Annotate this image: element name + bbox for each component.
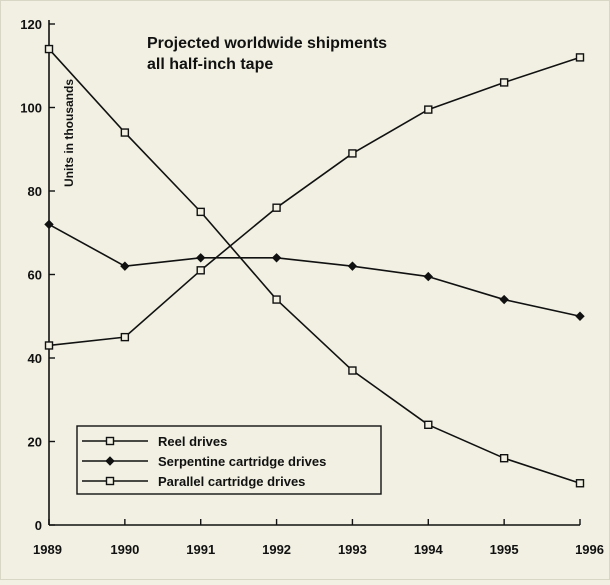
axes: 0 20 40 60 80 100 120 1989 1990 1991 1992 1993 1994 1… [20,17,604,557]
legend-marker [105,476,115,486]
data-point [348,366,357,375]
y-tick-label: 40 [28,351,42,366]
data-point [196,207,205,217]
y-tick-label: 60 [28,268,42,283]
data-point [347,261,358,271]
data-point [272,295,281,304]
data-point [424,420,433,429]
series-parallel-drives [44,53,585,350]
legend-label: Serpentine cartridge drives [158,454,326,469]
data-point [120,128,130,137]
x-tick-label: 1989 [33,542,62,557]
y-tick-label: 0 [35,518,42,533]
x-tick-label: 1992 [262,542,291,557]
chart-title-line-1: Projected worldwide shipments [147,35,387,52]
legend: Reel drives Serpentine cartridge drives Pa… [76,425,382,495]
data-point [499,294,509,305]
x-tick-label: 1990 [110,542,139,557]
data-point [575,53,585,62]
data-point [348,149,357,158]
chart-title-line-2: all half-inch tape [147,56,273,73]
series-reel-drives [44,44,585,488]
data-point [499,78,509,87]
series-line [48,223,581,318]
legend-label: Parallel cartridge drives [158,474,305,489]
data-point [44,44,54,54]
y-axis-label: Units in thousands [62,79,76,187]
data-point [44,341,54,350]
data-point [196,266,205,275]
data-point [272,203,281,212]
series-layer [44,44,585,488]
data-point [120,261,130,271]
y-tick-label: 100 [20,101,42,116]
x-tick-label: 1996 [575,542,604,557]
data-point [44,219,54,230]
data-point [424,105,433,114]
y-tick-label: 80 [28,184,42,199]
data-point [423,271,433,282]
x-tick-label: 1995 [490,542,519,557]
x-tick-label: 1994 [414,542,444,557]
legend-label: Reel drives [158,434,227,449]
data-point [271,253,282,263]
legend-marker [105,436,115,446]
data-point [120,332,130,342]
y-tick-label: 120 [20,17,42,32]
x-tick-label: 1993 [338,542,367,557]
x-tick-label: 1991 [186,542,215,557]
series-serpentine-drives [44,219,585,321]
legend-marker [105,456,115,466]
y-tick-label: 20 [28,435,42,450]
data-point [575,311,585,321]
series-line [48,48,581,485]
data-point [499,454,509,463]
data-point [196,253,206,263]
series-line [48,56,581,347]
legend-box [76,425,382,495]
data-point [575,479,585,488]
